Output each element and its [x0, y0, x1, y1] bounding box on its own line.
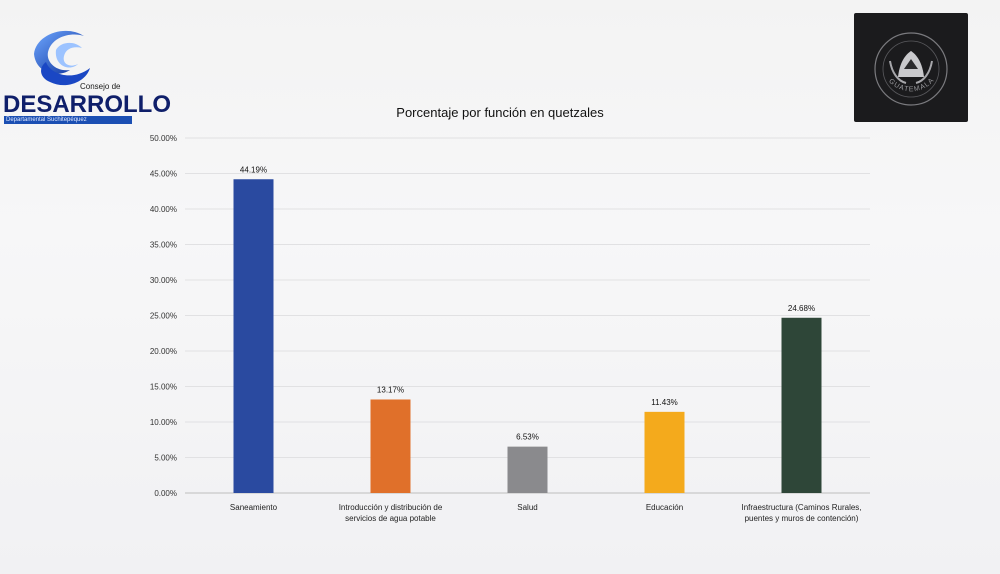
category-labels: Saneamiento Introducción y distribución d…	[230, 503, 862, 523]
category-label: Infraestructura (Caminos Rurales, puentes…	[741, 503, 861, 523]
y-tick-label: 35.00%	[150, 241, 177, 250]
category-label-line: puentes y muros de contención)	[745, 514, 859, 523]
bar	[644, 411, 685, 493]
category-label: Educación	[646, 503, 683, 512]
consejo-desarrollo-logo: Consejo de DESARROLLO Departamental Such…	[0, 22, 171, 128]
data-label: 13.17%	[377, 385, 404, 394]
y-tick-label: 40.00%	[150, 205, 177, 214]
y-tick-label: 50.00%	[150, 134, 177, 143]
logo-subtitle: Departamental Suchitepéquez	[4, 116, 132, 124]
data-labels: 44.19% 13.17% 6.53% 11.43% 24.68%	[240, 165, 815, 441]
category-label-line: Educación	[646, 503, 683, 512]
y-tick-label: 25.00%	[150, 312, 177, 321]
data-label: 24.68%	[788, 304, 815, 313]
bar	[507, 446, 548, 493]
chart-title: Porcentaje por función en quetzales	[396, 105, 604, 120]
y-tick-label: 15.00%	[150, 383, 177, 392]
data-label: 6.53%	[516, 433, 539, 442]
logo-tagline: Consejo de	[80, 82, 121, 91]
bar	[370, 399, 411, 493]
coat-of-arms-icon: GUATEMALA	[874, 32, 948, 106]
category-label-line: servicios de agua potable	[345, 514, 436, 523]
y-tick-label: 45.00%	[150, 170, 177, 179]
guatemala-seal-logo: GUATEMALA	[854, 13, 968, 122]
category-label-line: Introducción y distribución de	[339, 503, 443, 512]
y-axis: 0.00% 5.00% 10.00% 15.00% 20.00% 25.00% 30.00%…	[150, 134, 177, 498]
swirl-logo-icon	[34, 30, 90, 86]
data-label: 11.43%	[651, 398, 678, 407]
bars	[233, 179, 822, 493]
y-tick-label: 0.00%	[154, 489, 177, 498]
category-label: Salud	[517, 503, 537, 512]
y-tick-label: 10.00%	[150, 418, 177, 427]
category-label-line: Salud	[517, 503, 537, 512]
logo-name: DESARROLLO	[3, 91, 171, 118]
y-tick-label: 20.00%	[150, 347, 177, 356]
category-label-line: Saneamiento	[230, 503, 278, 512]
category-label-line: Infraestructura (Caminos Rurales,	[741, 503, 861, 512]
bar	[233, 179, 274, 493]
y-tick-label: 30.00%	[150, 276, 177, 285]
bar	[781, 317, 822, 493]
y-tick-label: 5.00%	[154, 454, 177, 463]
category-label: Introducción y distribución de servicios …	[339, 503, 443, 523]
data-label: 44.19%	[240, 165, 267, 174]
category-label: Saneamiento	[230, 503, 278, 512]
